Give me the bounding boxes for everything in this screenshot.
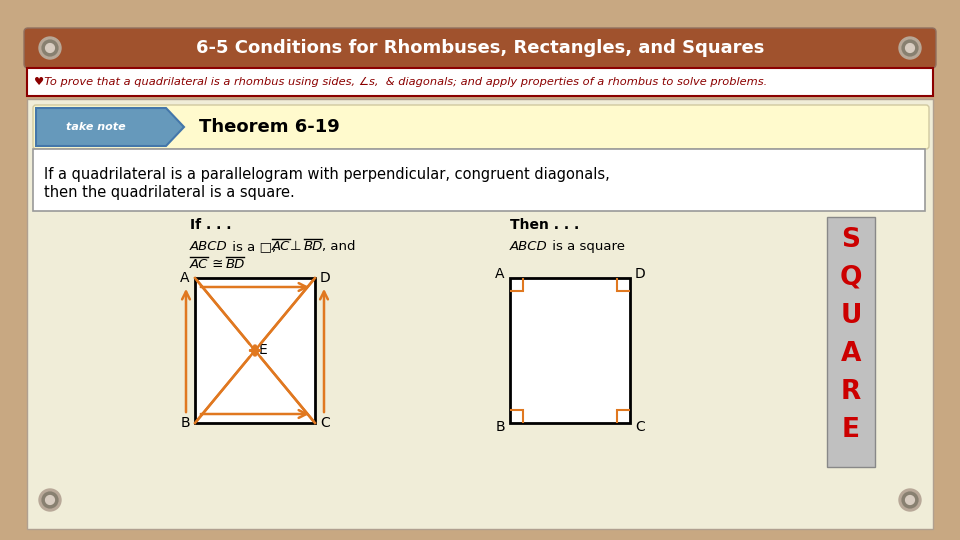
Text: A: A: [180, 271, 190, 285]
Text: , and: , and: [322, 240, 355, 253]
Text: Theorem 6-19: Theorem 6-19: [199, 118, 340, 136]
Circle shape: [899, 489, 921, 511]
Polygon shape: [195, 278, 315, 423]
Text: If . . .: If . . .: [190, 218, 231, 232]
Text: ≅: ≅: [208, 258, 228, 271]
Text: ABCD: ABCD: [190, 240, 228, 253]
Text: is a square: is a square: [548, 240, 625, 253]
Text: AC: AC: [190, 258, 208, 271]
Circle shape: [902, 492, 918, 508]
Text: B: B: [180, 416, 190, 430]
FancyBboxPatch shape: [24, 28, 936, 68]
FancyBboxPatch shape: [27, 68, 933, 96]
Polygon shape: [36, 108, 184, 146]
Circle shape: [46, 44, 55, 52]
FancyBboxPatch shape: [27, 99, 933, 529]
Text: BD: BD: [226, 258, 246, 271]
Text: D: D: [635, 267, 645, 281]
FancyBboxPatch shape: [827, 217, 875, 467]
Text: U: U: [840, 303, 862, 329]
Circle shape: [39, 37, 61, 59]
Text: Q: Q: [840, 265, 862, 291]
Text: D: D: [320, 271, 330, 285]
Circle shape: [42, 492, 58, 508]
Text: C: C: [636, 420, 645, 434]
Circle shape: [46, 496, 55, 504]
Text: BD: BD: [304, 240, 324, 253]
Text: ABCD: ABCD: [510, 240, 548, 253]
Text: is a □,: is a □,: [228, 240, 276, 253]
Text: Then . . .: Then . . .: [510, 218, 579, 232]
Text: A: A: [495, 267, 505, 281]
Text: then the quadrilateral is a square.: then the quadrilateral is a square.: [44, 185, 295, 200]
Circle shape: [902, 40, 918, 56]
Text: ♥To prove that a quadrilateral is a rhombus using sides, ∠s,  & diagonals; and a: ♥To prove that a quadrilateral is a rhom…: [34, 77, 767, 87]
Text: E: E: [842, 417, 860, 443]
Text: A: A: [841, 341, 861, 367]
Circle shape: [899, 37, 921, 59]
Text: B: B: [495, 420, 505, 434]
Text: AC: AC: [272, 240, 290, 253]
FancyBboxPatch shape: [33, 105, 929, 149]
Circle shape: [39, 489, 61, 511]
Text: C: C: [320, 416, 330, 430]
Text: R: R: [841, 379, 861, 405]
FancyBboxPatch shape: [33, 149, 925, 211]
Text: E: E: [258, 343, 268, 357]
Circle shape: [905, 44, 914, 52]
Text: ⊥: ⊥: [290, 240, 301, 253]
Text: 6-5 Conditions for Rhombuses, Rectangles, and Squares: 6-5 Conditions for Rhombuses, Rectangles…: [196, 39, 764, 57]
Text: If a quadrilateral is a parallelogram with perpendicular, congruent diagonals,: If a quadrilateral is a parallelogram wi…: [44, 167, 610, 182]
Circle shape: [42, 40, 58, 56]
Circle shape: [905, 496, 914, 504]
Polygon shape: [510, 278, 630, 423]
Text: S: S: [842, 227, 860, 253]
Text: take note: take note: [66, 122, 126, 132]
